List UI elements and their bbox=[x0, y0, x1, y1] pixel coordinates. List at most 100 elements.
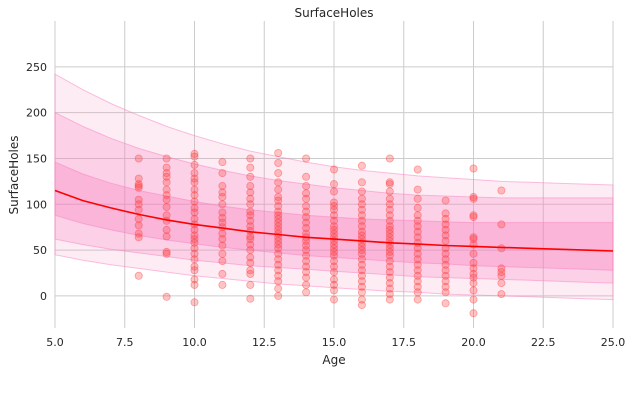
data-point bbox=[385, 290, 394, 299]
data-point bbox=[246, 154, 255, 163]
data-point bbox=[302, 251, 311, 260]
data-point bbox=[274, 284, 283, 293]
data-point bbox=[218, 257, 227, 266]
data-point bbox=[385, 284, 394, 293]
data-point bbox=[413, 222, 422, 231]
x-tick-label: 22.5 bbox=[531, 336, 556, 349]
data-point bbox=[302, 262, 311, 271]
data-point bbox=[385, 194, 394, 203]
data-point bbox=[218, 241, 227, 250]
data-point bbox=[329, 257, 338, 266]
data-point bbox=[385, 244, 394, 253]
y-tick-label: 150 bbox=[26, 152, 47, 165]
data-point bbox=[357, 246, 366, 255]
data-point bbox=[274, 169, 283, 178]
data-point bbox=[246, 207, 255, 216]
x-tick-label: 5.0 bbox=[46, 336, 64, 349]
data-point bbox=[385, 154, 394, 163]
data-point bbox=[469, 309, 478, 318]
data-point bbox=[190, 208, 199, 217]
data-point bbox=[413, 282, 422, 291]
data-point bbox=[134, 154, 143, 163]
data-point bbox=[329, 295, 338, 304]
data-point bbox=[274, 266, 283, 275]
data-point bbox=[329, 229, 338, 238]
data-point bbox=[385, 222, 394, 231]
data-point bbox=[329, 216, 338, 225]
data-point bbox=[413, 211, 422, 220]
data-point bbox=[302, 246, 311, 255]
x-tick-label: 25.0 bbox=[601, 336, 626, 349]
data-point bbox=[274, 158, 283, 167]
data-point bbox=[162, 225, 171, 234]
data-point bbox=[441, 266, 450, 275]
data-point bbox=[413, 165, 422, 174]
data-point bbox=[441, 255, 450, 264]
prediction-band-1 bbox=[54, 161, 614, 271]
data-point bbox=[162, 211, 171, 220]
data-point bbox=[413, 249, 422, 258]
data-point bbox=[469, 213, 478, 222]
data-point bbox=[246, 172, 255, 181]
data-point bbox=[218, 188, 227, 197]
data-point bbox=[162, 292, 171, 301]
data-point bbox=[385, 233, 394, 242]
data-point bbox=[357, 277, 366, 286]
data-point bbox=[469, 235, 478, 244]
data-point bbox=[274, 222, 283, 231]
data-point bbox=[246, 211, 255, 220]
data-point bbox=[385, 229, 394, 238]
data-point bbox=[302, 213, 311, 222]
data-point bbox=[134, 195, 143, 204]
data-point bbox=[329, 244, 338, 253]
data-point bbox=[385, 262, 394, 271]
prediction-band-2 bbox=[54, 111, 614, 284]
data-point bbox=[385, 216, 394, 225]
data-point bbox=[441, 249, 450, 258]
data-point bbox=[302, 207, 311, 216]
data-point bbox=[357, 271, 366, 280]
data-point bbox=[329, 211, 338, 220]
data-point bbox=[329, 275, 338, 284]
data-point bbox=[413, 288, 422, 297]
fit-line-group bbox=[54, 189, 614, 252]
data-point bbox=[385, 247, 394, 256]
data-point bbox=[441, 277, 450, 286]
data-point bbox=[218, 218, 227, 227]
data-point bbox=[274, 244, 283, 253]
data-point bbox=[469, 211, 478, 220]
data-point bbox=[357, 282, 366, 291]
data-point bbox=[302, 273, 311, 282]
data-point bbox=[357, 266, 366, 275]
data-point bbox=[469, 233, 478, 242]
x-tick-label: 17.5 bbox=[392, 336, 417, 349]
data-point bbox=[329, 180, 338, 189]
data-point bbox=[246, 240, 255, 249]
data-point bbox=[385, 279, 394, 288]
data-point bbox=[497, 279, 506, 288]
data-point bbox=[357, 255, 366, 264]
data-point bbox=[190, 178, 199, 187]
data-point bbox=[190, 185, 199, 194]
data-point bbox=[134, 271, 143, 280]
data-point bbox=[190, 235, 199, 244]
data-point bbox=[274, 178, 283, 187]
data-point bbox=[469, 273, 478, 282]
data-point bbox=[190, 298, 199, 307]
data-point bbox=[246, 222, 255, 231]
data-point bbox=[302, 194, 311, 203]
data-point bbox=[441, 282, 450, 291]
data-point bbox=[497, 290, 506, 299]
data-point bbox=[441, 236, 450, 245]
data-point bbox=[246, 266, 255, 275]
data-point bbox=[274, 207, 283, 216]
data-point bbox=[413, 203, 422, 212]
data-point bbox=[385, 200, 394, 209]
data-point bbox=[162, 154, 171, 163]
data-point bbox=[302, 268, 311, 277]
data-point bbox=[246, 280, 255, 289]
data-point bbox=[190, 280, 199, 289]
data-point bbox=[413, 266, 422, 275]
fit-line bbox=[54, 189, 614, 252]
data-point bbox=[385, 268, 394, 277]
